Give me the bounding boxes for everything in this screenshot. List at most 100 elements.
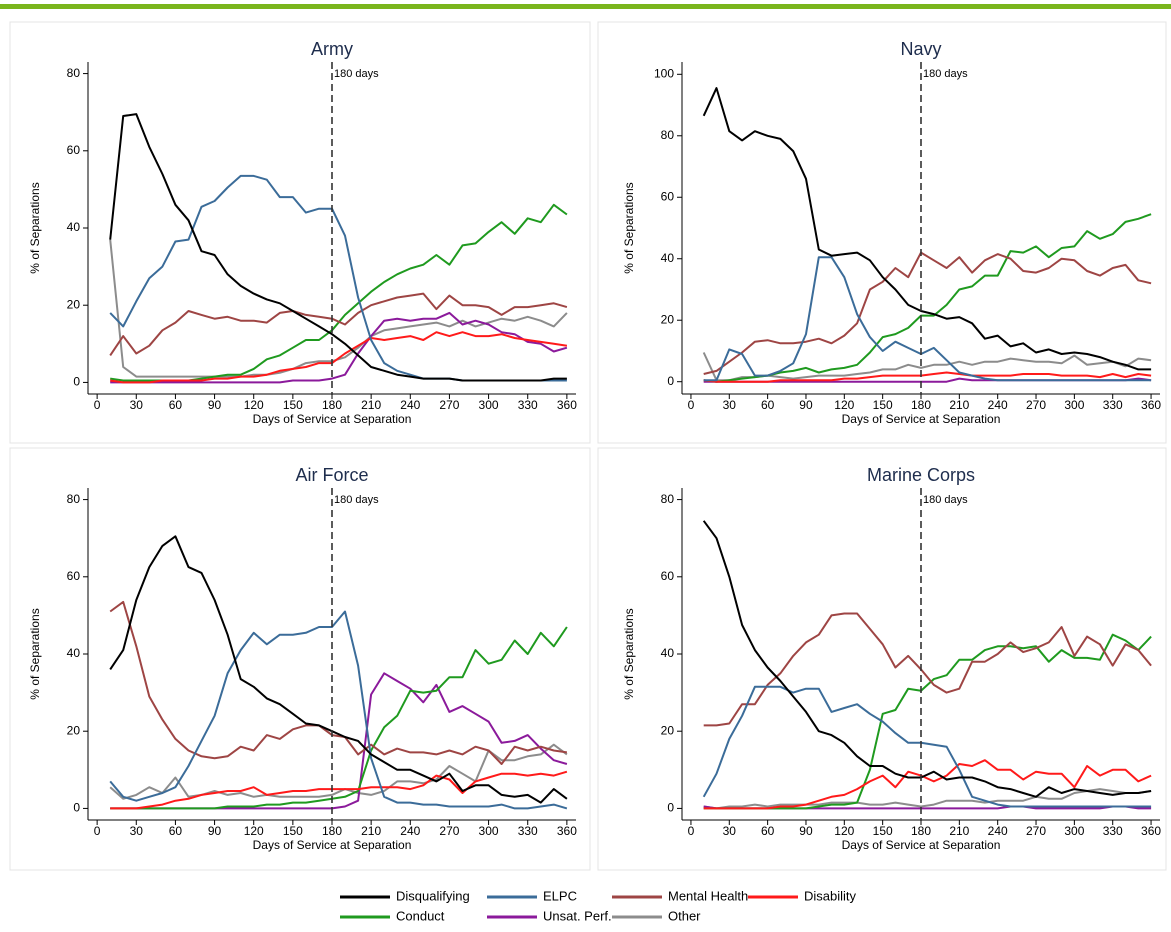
annotation: 180 days bbox=[923, 68, 968, 80]
x-tick-label: 90 bbox=[799, 824, 813, 838]
x-tick-label: 300 bbox=[479, 398, 499, 412]
series-line bbox=[702, 87, 1152, 371]
legend-label: Disability bbox=[804, 888, 857, 903]
panel: Army 0 20 40 60 80 0 30 60 90 120 150 180 210 240 270 30… bbox=[9, 21, 591, 444]
x-tick-label: 30 bbox=[130, 824, 144, 838]
series-line bbox=[703, 251, 1152, 375]
x-tick-label: 30 bbox=[130, 398, 144, 412]
x-tick-label: 240 bbox=[400, 824, 420, 838]
y-tick-label: 80 bbox=[67, 66, 81, 80]
x-tick-label: 240 bbox=[988, 824, 1008, 838]
series-line bbox=[703, 759, 1152, 810]
x-tick-label: 330 bbox=[1103, 398, 1123, 412]
series-line bbox=[702, 352, 1152, 382]
series-line bbox=[703, 213, 1152, 383]
series-line bbox=[109, 600, 568, 765]
legend-label: ELPC bbox=[543, 888, 577, 903]
y-tick-label: 60 bbox=[67, 143, 81, 157]
header-bar bbox=[0, 4, 1171, 9]
y-tick-label: 20 bbox=[67, 723, 81, 737]
x-tick-label: 330 bbox=[518, 398, 538, 412]
series-line bbox=[703, 788, 1152, 810]
annotation: 180 days bbox=[334, 68, 379, 80]
x-tick-label: 270 bbox=[1026, 824, 1046, 838]
x-tick-label: 120 bbox=[244, 398, 264, 412]
panel-frame bbox=[9, 21, 591, 444]
x-tick-label: 30 bbox=[723, 398, 737, 412]
y-tick-label: 40 bbox=[67, 646, 81, 660]
y-axis-label: % of Separations bbox=[28, 182, 42, 273]
series-line bbox=[109, 535, 568, 804]
x-tick-label: 150 bbox=[283, 398, 303, 412]
series-line bbox=[703, 371, 1152, 383]
y-tick-label: 60 bbox=[661, 189, 675, 203]
panel: Navy 0 20 40 60 80 100 0 30 60 90 120 150 180 210 240 27… bbox=[597, 21, 1167, 444]
y-tick-label: 80 bbox=[661, 492, 675, 506]
y-tick-label: 20 bbox=[67, 297, 81, 311]
x-tick-label: 60 bbox=[169, 824, 183, 838]
series-line bbox=[702, 520, 1152, 798]
x-tick-label: 30 bbox=[723, 824, 737, 838]
legend-label: Mental Health bbox=[668, 888, 748, 903]
y-tick-label: 80 bbox=[67, 492, 81, 506]
y-axis-label: % of Separations bbox=[622, 608, 636, 699]
x-tick-label: 120 bbox=[834, 398, 854, 412]
x-tick-label: 210 bbox=[361, 824, 381, 838]
x-tick-label: 330 bbox=[518, 824, 538, 838]
x-tick-label: 330 bbox=[1103, 824, 1123, 838]
panels: Army 0 20 40 60 80 0 30 60 90 120 150 180 210 240 270 30… bbox=[9, 21, 1167, 871]
x-tick-label: 180 bbox=[911, 824, 931, 838]
panel-title: Navy bbox=[900, 39, 941, 59]
x-tick-label: 180 bbox=[911, 398, 931, 412]
y-tick-label: 0 bbox=[73, 801, 80, 815]
x-tick-label: 180 bbox=[322, 824, 342, 838]
x-tick-label: 0 bbox=[688, 398, 695, 412]
annotation: 180 days bbox=[334, 494, 379, 506]
y-tick-label: 0 bbox=[667, 374, 674, 388]
legend-label: Other bbox=[668, 908, 701, 923]
x-tick-label: 150 bbox=[873, 398, 893, 412]
y-axis-label: % of Separations bbox=[28, 608, 42, 699]
y-tick-label: 60 bbox=[661, 569, 675, 583]
y-tick-label: 60 bbox=[67, 569, 81, 583]
x-axis-label: Days of Service at Separation bbox=[253, 838, 412, 852]
x-tick-label: 90 bbox=[208, 824, 222, 838]
x-axis-label: Days of Service at Separation bbox=[842, 412, 1001, 426]
x-tick-label: 60 bbox=[761, 398, 775, 412]
x-tick-label: 210 bbox=[361, 398, 381, 412]
series-line bbox=[110, 770, 568, 810]
series-line bbox=[109, 610, 568, 810]
series-line bbox=[110, 626, 568, 810]
panel-title: Marine Corps bbox=[867, 465, 975, 485]
x-tick-label: 360 bbox=[557, 824, 577, 838]
y-tick-label: 40 bbox=[67, 220, 81, 234]
x-axis-label: Days of Service at Separation bbox=[253, 412, 412, 426]
panel-title: Air Force bbox=[295, 465, 368, 485]
panel-frame bbox=[597, 21, 1167, 444]
x-tick-label: 180 bbox=[322, 398, 342, 412]
series-line bbox=[110, 311, 568, 384]
x-axis-label: Days of Service at Separation bbox=[842, 838, 1001, 852]
y-tick-label: 100 bbox=[654, 66, 674, 80]
x-tick-label: 360 bbox=[1141, 824, 1161, 838]
x-tick-label: 300 bbox=[479, 824, 499, 838]
series-line bbox=[109, 292, 568, 356]
x-tick-label: 210 bbox=[949, 398, 969, 412]
x-tick-label: 120 bbox=[834, 824, 854, 838]
panel-frame bbox=[597, 447, 1167, 871]
legend-label: Unsat. Perf. bbox=[543, 908, 612, 923]
series-line bbox=[702, 685, 1152, 808]
y-tick-label: 20 bbox=[661, 312, 675, 326]
panel: Marine Corps 0 20 40 60 80 0 30 60 90 120 150 180 210… bbox=[597, 447, 1167, 871]
series-line bbox=[703, 612, 1152, 727]
series-line bbox=[703, 256, 1152, 382]
legend-label: Conduct bbox=[396, 908, 445, 923]
panel-title: Army bbox=[311, 39, 353, 59]
x-tick-label: 0 bbox=[94, 398, 101, 412]
x-tick-label: 0 bbox=[688, 824, 695, 838]
series-line bbox=[109, 113, 567, 382]
x-tick-label: 300 bbox=[1064, 824, 1084, 838]
x-tick-label: 270 bbox=[439, 824, 459, 838]
x-tick-label: 210 bbox=[949, 824, 969, 838]
